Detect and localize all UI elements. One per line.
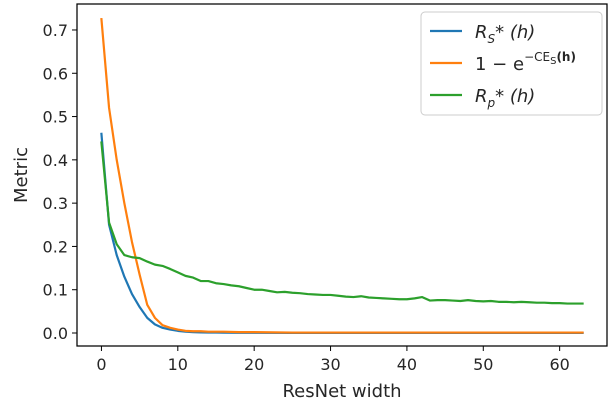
- y-tick-label: 0.5: [43, 108, 68, 127]
- y-tick-label: 0.0: [43, 324, 68, 343]
- legend-label-2: 1 − e−CES(h): [475, 50, 576, 75]
- series-line-3: [100, 141, 584, 305]
- series-line-2: [100, 17, 584, 334]
- y-axis-label: Metric: [11, 147, 32, 203]
- x-tick-label: 20: [244, 355, 264, 374]
- series-layer: [100, 17, 584, 335]
- legend-label-1: RS* (h): [475, 22, 535, 46]
- y-tick-label: 0.3: [43, 194, 68, 213]
- legend-label-3: Rp* (h): [475, 86, 535, 110]
- plot-area: 0 10 20 30 40 50 60 0.0 0.1 0.2 0.3 0.4 0.5 0.6 0.7: [43, 3, 608, 374]
- y-tick-label: 0.7: [43, 21, 68, 40]
- y-tick-label: 0.4: [43, 151, 68, 170]
- x-tick-label: 10: [168, 355, 188, 374]
- x-tick-label: 0: [96, 355, 106, 374]
- x-axis-ticks: 0 10 20 30 40 50 60: [96, 346, 570, 374]
- x-tick-label: 50: [473, 355, 493, 374]
- x-tick-label: 40: [397, 355, 417, 374]
- x-tick-label: 30: [320, 355, 340, 374]
- legend-box: [420, 11, 603, 116]
- legend: RS* (h) 1 − e−CES(h) Rp* (h): [420, 11, 603, 116]
- y-tick-label: 0.2: [43, 237, 68, 256]
- x-axis-label: ResNet width: [282, 381, 401, 402]
- x-tick-label: 60: [549, 355, 569, 374]
- y-axis-ticks: 0.0 0.1 0.2 0.3 0.4 0.5 0.6 0.7: [43, 21, 77, 343]
- y-tick-label: 0.1: [43, 281, 68, 300]
- axes-frame: [76, 3, 608, 347]
- y-tick-label: 0.6: [43, 64, 68, 83]
